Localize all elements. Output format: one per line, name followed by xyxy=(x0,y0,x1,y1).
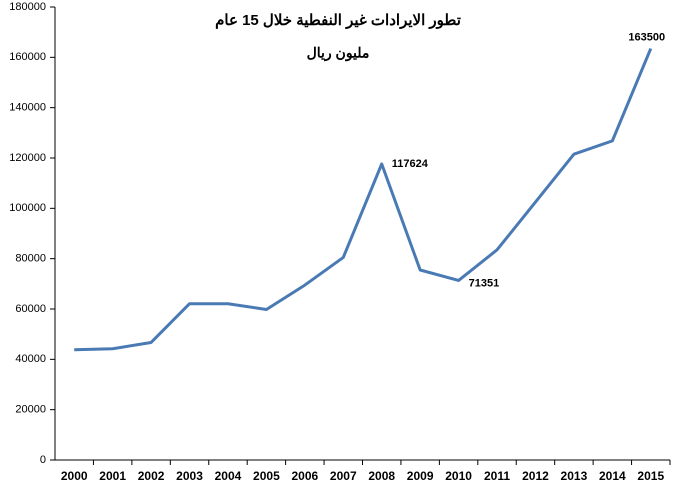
x-tick-label: 2009 xyxy=(407,469,434,483)
x-tick-label: 2014 xyxy=(599,469,626,483)
y-tick-label: 180000 xyxy=(9,1,46,13)
y-tick-label: 60000 xyxy=(15,303,46,315)
data-label: 71351 xyxy=(469,277,500,289)
y-tick-label: 80000 xyxy=(15,253,46,265)
x-tick-label: 2012 xyxy=(522,469,549,483)
y-tick-label: 0 xyxy=(40,454,46,466)
y-tick-label: 20000 xyxy=(15,404,46,416)
chart-subtitle: مليون ريال xyxy=(307,45,370,62)
x-tick-label: 2004 xyxy=(215,469,242,483)
x-tick-label: 2006 xyxy=(291,469,318,483)
x-tick-label: 2008 xyxy=(368,469,395,483)
y-tick-label: 40000 xyxy=(15,353,46,365)
x-tick-label: 2015 xyxy=(637,469,664,483)
y-tick-label: 160000 xyxy=(9,51,46,63)
x-tick-label: 2000 xyxy=(61,469,88,483)
y-tick-label: 140000 xyxy=(9,102,46,114)
y-tick-label: 100000 xyxy=(9,202,46,214)
x-tick-label: 2001 xyxy=(99,469,126,483)
line-series xyxy=(74,47,653,352)
data-label: 117624 xyxy=(392,158,429,170)
chart-title: تطور الايرادات غير النفطية خلال 15 عام xyxy=(215,12,461,29)
x-tick-label: 2011 xyxy=(484,469,510,483)
y-tick-label: 120000 xyxy=(9,152,46,164)
x-tick-label: 2005 xyxy=(253,469,280,483)
x-tick-label: 2003 xyxy=(176,469,203,483)
x-tick-label: 2007 xyxy=(330,469,357,483)
data-label: 163500 xyxy=(628,31,665,43)
x-tick-label: 2010 xyxy=(445,469,472,483)
x-tick-label: 2002 xyxy=(138,469,165,483)
x-tick-label: 2013 xyxy=(561,469,588,483)
